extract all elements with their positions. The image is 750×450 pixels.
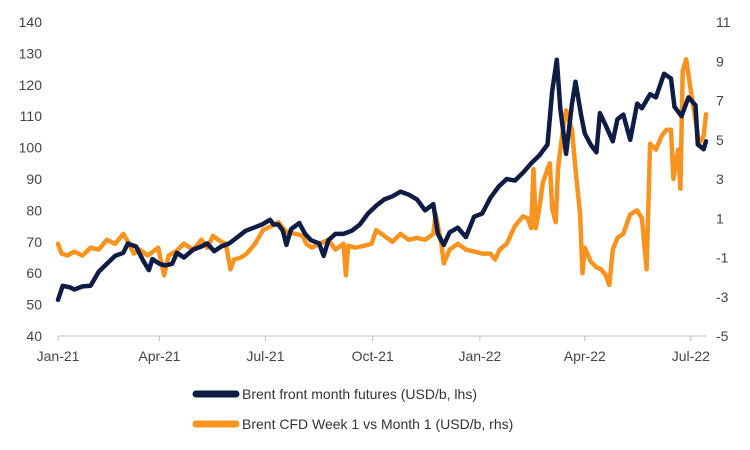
y-left-tick-label: 40 [26, 328, 42, 344]
y-right-tick-label: 1 [716, 210, 724, 226]
legend-label-brent-cfd: Brent CFD Week 1 vs Month 1 (USD/b, rhs) [242, 416, 513, 432]
y-right-tick-label: 5 [716, 132, 724, 148]
y-left-tick-label: 90 [26, 171, 42, 187]
y-left-tick-label: 130 [19, 45, 43, 61]
x-tick-label: Apr-21 [138, 348, 180, 364]
y-left-tick-label: 50 [26, 297, 42, 313]
y-left-tick-label: 100 [19, 140, 43, 156]
y-right-tick-label: -5 [716, 328, 729, 344]
chart-legend: Brent front month futures (USD/b, lhs) B… [192, 386, 513, 432]
y-left-tick-label: 140 [19, 14, 43, 30]
y-right-tick-label: 11 [716, 14, 731, 30]
y-right-tick-label: 9 [716, 53, 724, 69]
y-left-tick-label: 60 [26, 265, 42, 281]
y-left-tick-label: 120 [19, 77, 43, 93]
series-line-brent-cfd [55, 57, 709, 288]
series-line-brent-futures [55, 57, 709, 303]
legend-label-brent-futures: Brent front month futures (USD/b, lhs) [242, 386, 477, 402]
x-tick-label: Oct-21 [352, 348, 394, 364]
y-right-tick-label: -1 [716, 250, 729, 266]
x-tick-label: Jul-22 [672, 348, 710, 364]
y-right-tick-label: 3 [716, 171, 724, 187]
y-left-tick-label: 70 [26, 234, 42, 250]
chart-series-lines [55, 57, 709, 303]
y-right-tick-label: 7 [716, 93, 724, 109]
x-tick-label: Jan-21 [37, 348, 80, 364]
y-left-tick-label: 110 [20, 108, 43, 124]
x-tick-label: Jan-22 [458, 348, 501, 364]
y-right-tick-label: -3 [716, 289, 729, 305]
x-tick-label: Jul-21 [246, 348, 284, 364]
y-left-tick-label: 80 [26, 202, 42, 218]
chart-axes: 40 50 60 70 80 90 100 110 120 130 140 -5 -3 -1 1 3 5 7 9 11… [19, 14, 731, 364]
x-tick-label: Apr-22 [564, 348, 606, 364]
